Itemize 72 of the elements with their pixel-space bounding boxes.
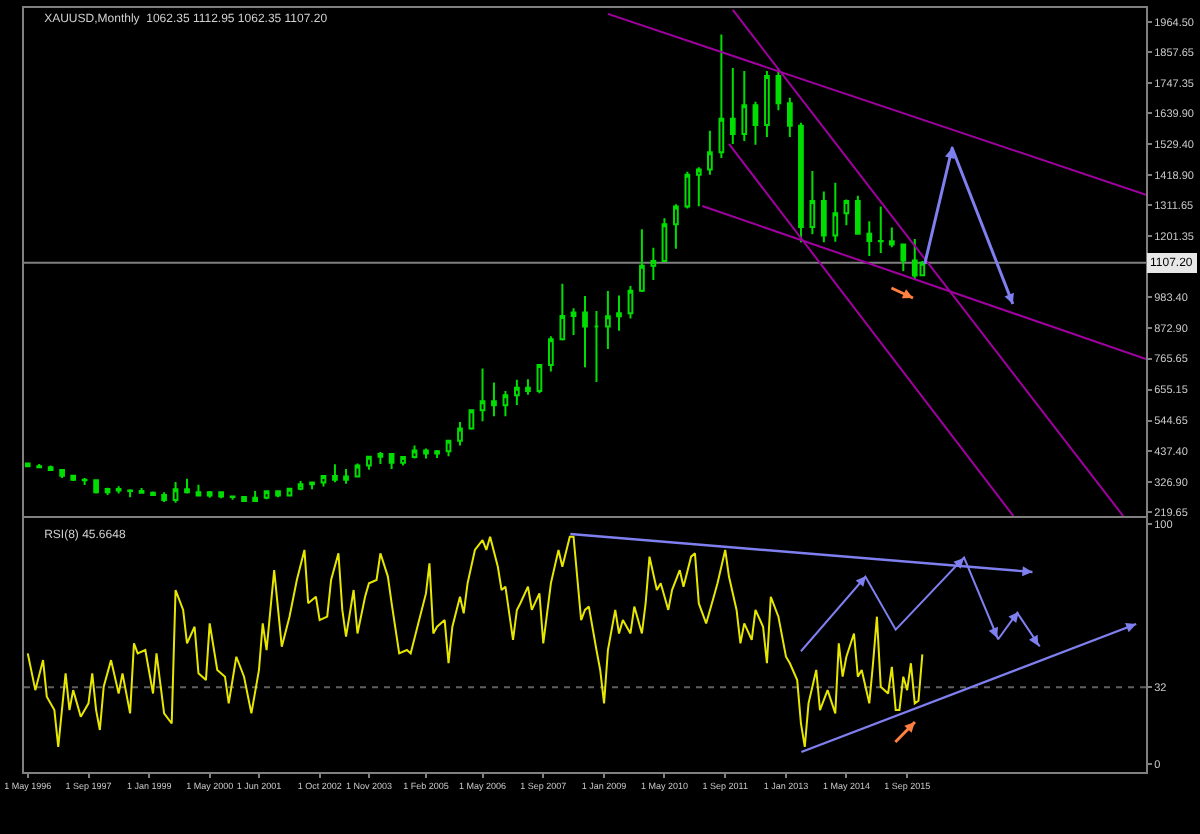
candlestick <box>36 463 43 469</box>
candlestick <box>854 194 861 236</box>
candlestick <box>900 242 907 273</box>
candlestick <box>820 190 827 244</box>
candlestick <box>491 381 497 418</box>
candlestick <box>377 450 384 466</box>
candlestick <box>423 447 429 460</box>
candlestick <box>252 490 258 503</box>
candlestick <box>673 203 679 250</box>
candlestick <box>559 282 566 342</box>
candlestick <box>47 464 54 472</box>
candlestick <box>525 378 531 396</box>
candlestick <box>195 483 202 497</box>
candlestick <box>218 491 224 500</box>
candlestick <box>729 67 736 145</box>
candlestick <box>786 96 793 138</box>
candlestick <box>707 129 713 176</box>
candlestick <box>877 205 884 254</box>
candlestick <box>866 220 873 257</box>
candlestick <box>809 169 816 236</box>
candlestick <box>184 477 190 495</box>
candlestick <box>115 485 122 495</box>
candlestick <box>479 367 486 423</box>
candlestick <box>775 68 782 112</box>
candlestick <box>741 69 748 143</box>
candlestick <box>297 479 304 490</box>
candlestick <box>582 295 588 369</box>
candlestick <box>150 490 156 497</box>
candlestick <box>627 285 634 320</box>
candlestick <box>888 226 895 249</box>
candlestick <box>639 228 645 293</box>
candlestick <box>309 480 315 491</box>
candlestick <box>127 488 133 499</box>
candlestick <box>366 455 372 471</box>
candlestick <box>911 238 918 281</box>
candlestick <box>59 468 65 480</box>
candlestick <box>457 420 463 447</box>
candlestick <box>81 477 88 487</box>
candlestick <box>502 390 509 418</box>
candlestick <box>695 166 702 208</box>
candlestick <box>24 461 31 468</box>
candlestick <box>843 198 850 227</box>
candlestick <box>650 246 657 282</box>
line-series <box>799 556 1041 653</box>
candlestick <box>434 449 440 459</box>
candlestick <box>263 490 270 501</box>
candlestick <box>661 217 668 263</box>
candlestick <box>354 462 361 479</box>
candlestick <box>764 69 770 138</box>
candlestick <box>172 481 179 504</box>
candlestick <box>320 474 327 488</box>
candlestick <box>514 378 520 407</box>
candlestick <box>593 310 600 384</box>
candlestick <box>343 468 349 485</box>
candlestick <box>798 121 804 244</box>
candlestick <box>241 495 247 503</box>
candlestick <box>832 181 839 243</box>
candlestick <box>605 290 611 350</box>
candlestick <box>138 486 145 495</box>
candlestick <box>570 307 577 336</box>
candlestick <box>616 294 622 332</box>
candlestick <box>275 490 281 499</box>
candlestick <box>70 473 77 482</box>
candlestick <box>548 335 554 373</box>
candlestick <box>388 452 395 471</box>
candlestick <box>93 478 99 495</box>
candlestick <box>752 100 759 146</box>
candlestick <box>161 491 167 503</box>
candlestick <box>332 463 338 484</box>
candlestick <box>400 456 406 467</box>
candlestick <box>206 490 213 499</box>
candlestick <box>718 33 725 159</box>
